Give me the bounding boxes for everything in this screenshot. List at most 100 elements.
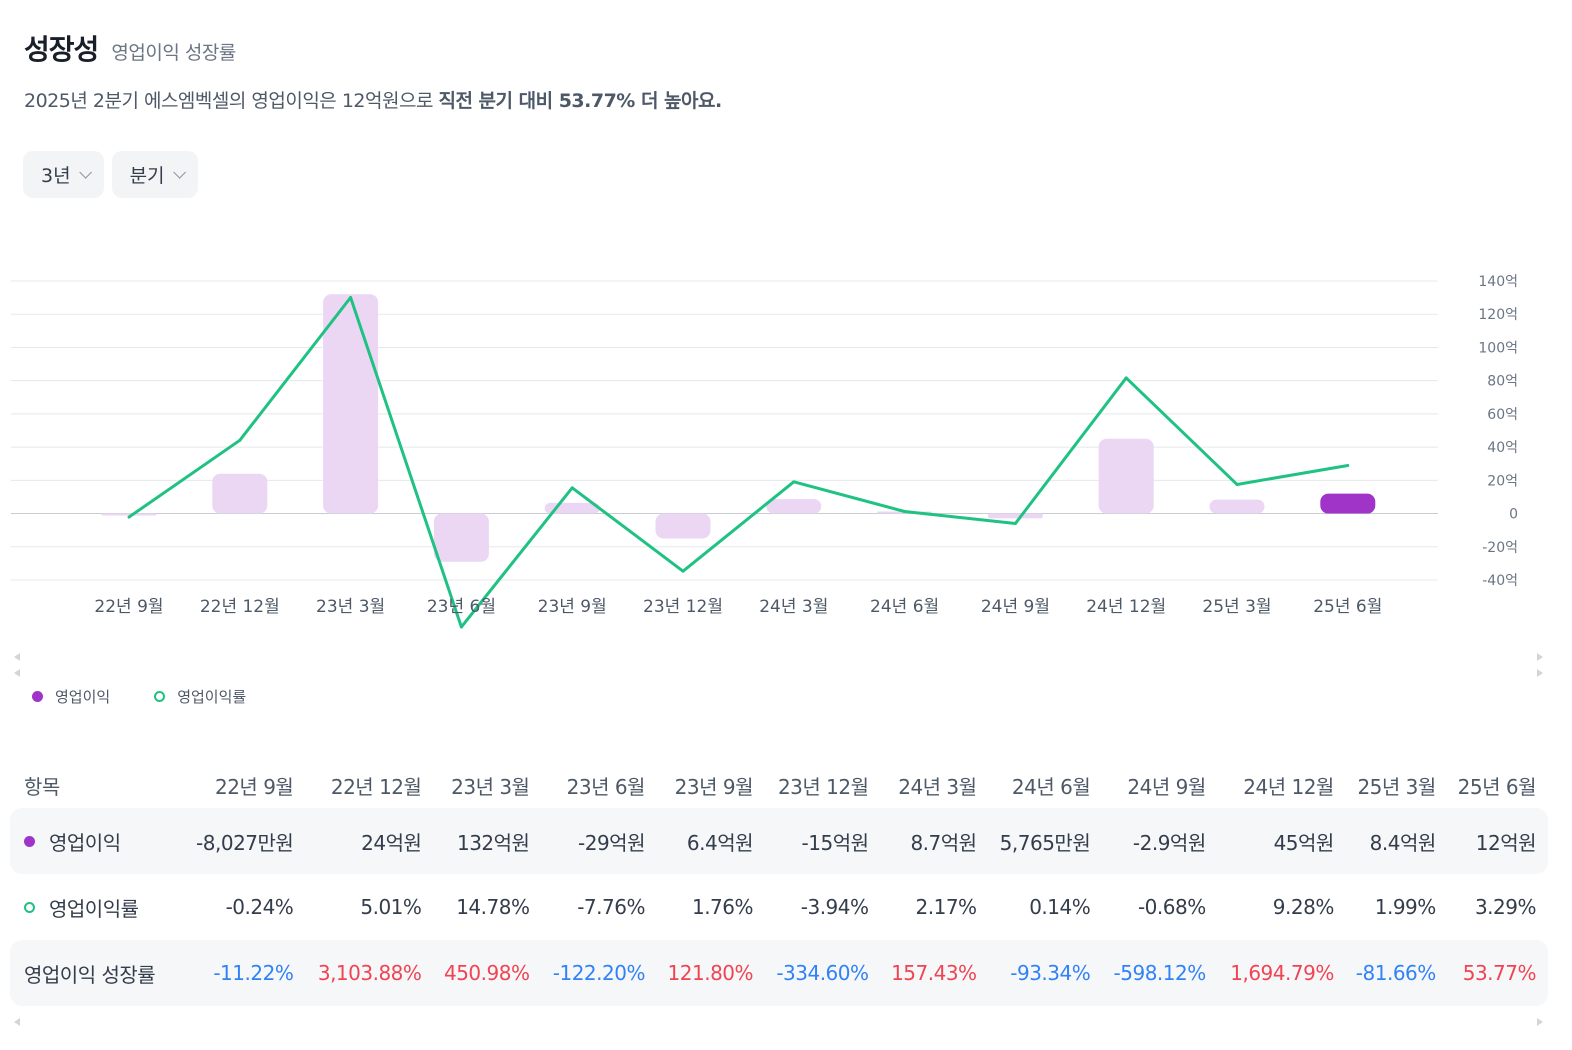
table-cell: 1,694.79%: [1217, 940, 1346, 1006]
table-cell: 8.4억원: [1345, 808, 1448, 874]
table-column-header: 24년 12월: [1243, 774, 1334, 799]
chevron-down-icon: [78, 166, 92, 179]
summary-text: 2025년 2분기 에스엠벡셀의 영업이익은 12억원으로 직전 분기 대비 5…: [24, 86, 722, 113]
row-label-text: 영업이익률: [49, 896, 139, 921]
y-tick-label: 0: [1509, 507, 1518, 523]
table-cell: -93.34%: [988, 940, 1103, 1006]
legend-dot-icon: [32, 691, 43, 702]
table-row: 영업이익 -8,027만원 24억원 132억원 -29억원 6.4억원 -15억원 8.7억…: [10, 808, 1548, 874]
line-point: [792, 480, 796, 484]
chart-scroll-left-icon[interactable]: [14, 653, 20, 661]
line-point: [681, 569, 685, 573]
table-cell: 3,103.88%: [305, 940, 434, 1006]
table-cell: -29억원: [541, 808, 657, 874]
row-label-text: 영업이익: [49, 830, 121, 855]
table-column-header: 22년 9월: [214, 774, 294, 799]
period-select[interactable]: 3년: [23, 151, 104, 198]
table-cell: -0.24%: [225, 895, 294, 919]
line-point: [1346, 463, 1350, 467]
x-tick-label: 23년 9월: [538, 597, 607, 617]
table-column-header: 22년 12월: [330, 774, 422, 799]
y-tick-label: 40억: [1487, 440, 1518, 456]
table-cell: -122.20%: [541, 940, 657, 1006]
growth-chart: 140억 120억 100억 80억 60억 40억 20억 0 -20억 -40억 22년 9월 2…: [11, 274, 1518, 629]
x-tick-label: 24년 3월: [759, 597, 828, 617]
table-column-header: 25년 3월: [1357, 774, 1436, 799]
x-tick-label: 22년 9월: [94, 597, 163, 617]
chart-legend: 영업이익 영업이익률: [32, 686, 246, 707]
line-point: [903, 510, 907, 514]
x-tick-label: 25년 3월: [1202, 597, 1271, 617]
row-ring-icon: [24, 901, 35, 913]
line-point: [1124, 376, 1128, 380]
table-cell: -15억원: [765, 808, 881, 874]
line-operating-margin: [128, 296, 1349, 629]
bar-operating-profit: [766, 499, 822, 514]
table-row-label: 영업이익 성장률: [10, 940, 185, 1006]
table-column-header: 23년 12월: [777, 774, 869, 799]
x-tick-label: 23년 12월: [643, 597, 723, 617]
data-table: 항목 22년 9월 22년 12월 23년 3월 23년 6월 23년 9월 2…: [10, 762, 1548, 1006]
table-cell: -0.68%: [1137, 895, 1206, 919]
bar-operating-profit: [433, 513, 489, 562]
y-tick-label: 80억: [1487, 374, 1518, 390]
section-title: 성장성: [24, 33, 99, 66]
line-point: [1235, 482, 1239, 486]
table-cell: -3.94%: [800, 895, 869, 919]
bar-operating-profit: [1209, 499, 1265, 514]
y-tick-label: -20억: [1482, 540, 1518, 556]
interval-select-label: 분기: [129, 165, 165, 187]
table-cell: -7.76%: [577, 895, 645, 919]
table-cell: 0.14%: [1029, 895, 1091, 919]
table-cell: 14.78%: [456, 895, 530, 919]
table-cell: 8.7억원: [880, 808, 989, 874]
x-tick-label: 25년 6월: [1313, 597, 1382, 617]
line-point: [459, 625, 463, 629]
table-cell: 450.98%: [433, 940, 542, 1006]
table-column-header: 24년 6월: [1011, 774, 1091, 799]
summary-plain: 2025년 2분기 에스엠벡셀의 영업이익은 12억원으로: [24, 90, 439, 112]
x-tick-label: 24년 9월: [981, 597, 1050, 617]
table-cell: 121.80%: [656, 940, 766, 1006]
table-row: 영업이익률 -0.24% 5.01% 14.78% -7.76% 1.76% -3.94% 2…: [10, 874, 1548, 940]
line-point: [127, 515, 131, 519]
table-scroll-right-icon[interactable]: [1537, 1018, 1543, 1026]
line-point: [349, 296, 353, 300]
legend-label: 영업이익률: [177, 688, 247, 706]
table-row-label: 영업이익률: [10, 874, 184, 940]
table-cell: -334.60%: [765, 940, 881, 1006]
table-column-header: 24년 3월: [898, 774, 977, 799]
y-tick-label: 140억: [1478, 274, 1518, 290]
table-cell: 3.29%: [1474, 895, 1537, 919]
section-subtitle: 영업이익 성장률: [111, 42, 236, 64]
period-select-label: 3년: [41, 165, 71, 187]
table-cell: -598.12%: [1102, 940, 1218, 1006]
summary-bold: 직전 분기 대비 53.77% 더 높아요.: [438, 90, 722, 112]
chart-scroll-left-icon[interactable]: [14, 669, 20, 677]
table-cell: 1.99%: [1374, 895, 1437, 919]
chart-scroll-right-icon[interactable]: [1537, 653, 1543, 661]
y-tick-label: 20억: [1487, 473, 1518, 489]
chart-scroll-right-icon[interactable]: [1537, 669, 1543, 677]
y-tick-label: 60억: [1487, 407, 1518, 423]
table-scroll-left-icon[interactable]: [14, 1018, 20, 1026]
table-cell: 6.4억원: [656, 808, 766, 874]
filter-bar: 3년 분기: [23, 151, 198, 198]
table-column-header: 23년 9월: [674, 774, 754, 799]
x-tick-label: 22년 12월: [200, 597, 280, 617]
table-column-header: 25년 6월: [1457, 774, 1537, 799]
bar-operating-profit: [1098, 438, 1154, 514]
interval-select[interactable]: 분기: [111, 151, 198, 198]
legend-item-operating-profit[interactable]: 영업이익: [32, 686, 110, 707]
bar-operating-profit: [987, 513, 1043, 519]
legend-item-operating-margin[interactable]: 영업이익률: [154, 686, 246, 707]
table-header-row: 항목 22년 9월 22년 12월 23년 3월 23년 6월 23년 9월 2…: [10, 762, 1548, 808]
table-cell: 12억원: [1447, 808, 1548, 874]
table-cell: 5,765만원: [988, 808, 1103, 874]
legend-label: 영업이익: [55, 688, 111, 706]
table-cell: 45억원: [1217, 808, 1346, 874]
legend-ring-icon: [154, 691, 166, 702]
bar-operating-profit: [323, 294, 379, 514]
table-cell: -8,027만원: [184, 808, 306, 874]
y-tick-label: 120억: [1478, 307, 1518, 323]
